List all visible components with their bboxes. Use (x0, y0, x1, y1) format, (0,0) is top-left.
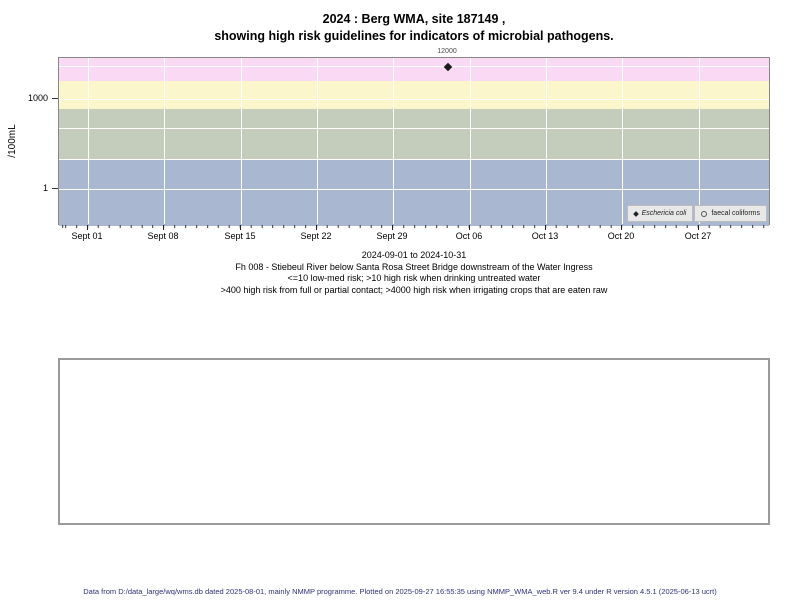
x-tick-label: Oct 13 (531, 231, 559, 241)
caption-date-range: 2024-09-01 to 2024-10-31 (361, 250, 467, 260)
x-axis-minor-ticks (58, 225, 770, 228)
chart-title-line2: showing high risk guidelines for indicat… (214, 29, 614, 43)
gridline-10e4 (59, 66, 769, 67)
gridline-10e2 (59, 128, 769, 129)
gridline-week (470, 58, 471, 224)
y-tick (52, 188, 58, 189)
risk-band-10-400 (59, 109, 769, 159)
x-tick (392, 225, 393, 230)
gridline-10e1 (59, 159, 769, 160)
gridline-week (546, 58, 547, 224)
x-tick-label: Sept 15 (224, 231, 256, 241)
gridline-week (88, 58, 89, 224)
y-tick (52, 98, 58, 99)
y-axis-label: /100mL (7, 124, 18, 158)
gridline-week (699, 58, 700, 224)
x-tick-label: Sept 08 (147, 231, 179, 241)
gridline-week (393, 58, 394, 224)
caption-risk-line2: >400 high risk from full or partial cont… (220, 284, 608, 295)
gridline-week (164, 58, 165, 224)
gridline-10e0 (59, 189, 769, 190)
legend-item-ecoli: Eschericia coli (626, 205, 694, 222)
x-tick-label: Oct 20 (607, 231, 635, 241)
gridline-10e3 (59, 99, 769, 100)
y-tick-label: 1000 (27, 93, 48, 103)
x-tick (87, 225, 88, 230)
gridline-week (622, 58, 623, 224)
x-tick-label: Oct 27 (684, 231, 712, 241)
x-tick-label: Sept 29 (376, 231, 408, 241)
data-point-value-label: 12000 (437, 48, 457, 55)
caption-site-description: Fh 008 - Stiebeul River below Santa Rosa… (235, 261, 593, 272)
caption-risk-line1: <=10 low-med risk; >10 high risk when dr… (287, 273, 541, 283)
risk-band-above-4000 (59, 58, 769, 81)
x-tick (240, 225, 241, 230)
risk-band-400-4000 (59, 81, 769, 109)
x-tick-label: Oct 06 (455, 231, 483, 241)
legend-label-faecal: faecal coliforms (711, 210, 760, 217)
open-circle-icon (701, 210, 708, 217)
legend-item-faecal: faecal coliforms (694, 205, 767, 222)
gridline-week (241, 58, 242, 224)
empty-panel (58, 358, 770, 525)
gridline-week (317, 58, 318, 224)
x-tick (698, 225, 699, 230)
legend: Eschericia coli faecal coliforms (626, 205, 767, 222)
x-tick (545, 225, 546, 230)
x-tick (163, 225, 164, 230)
chart-title: 2024 : Berg WMA, site 187149 , showing h… (58, 11, 770, 45)
footer-provenance-text: Data from D:/data_large/wq/wms.db dated … (83, 587, 717, 596)
y-tick-label: 1 (42, 183, 48, 193)
x-tick (316, 225, 317, 230)
legend-label-ecoli: Eschericia coli (641, 210, 687, 217)
x-tick-label: Sept 01 (71, 231, 103, 241)
x-tick (621, 225, 622, 230)
filled-diamond-icon (632, 210, 639, 217)
plot-area: Eschericia coli faecal coliforms (58, 57, 770, 226)
x-tick (469, 225, 470, 230)
chart-title-line1: 2024 : Berg WMA, site 187149 , (322, 12, 506, 26)
chart-caption: 2024-09-01 to 2024-10-31 Fh 008 - Stiebe… (58, 250, 770, 296)
x-tick-label: Sept 22 (300, 231, 332, 241)
